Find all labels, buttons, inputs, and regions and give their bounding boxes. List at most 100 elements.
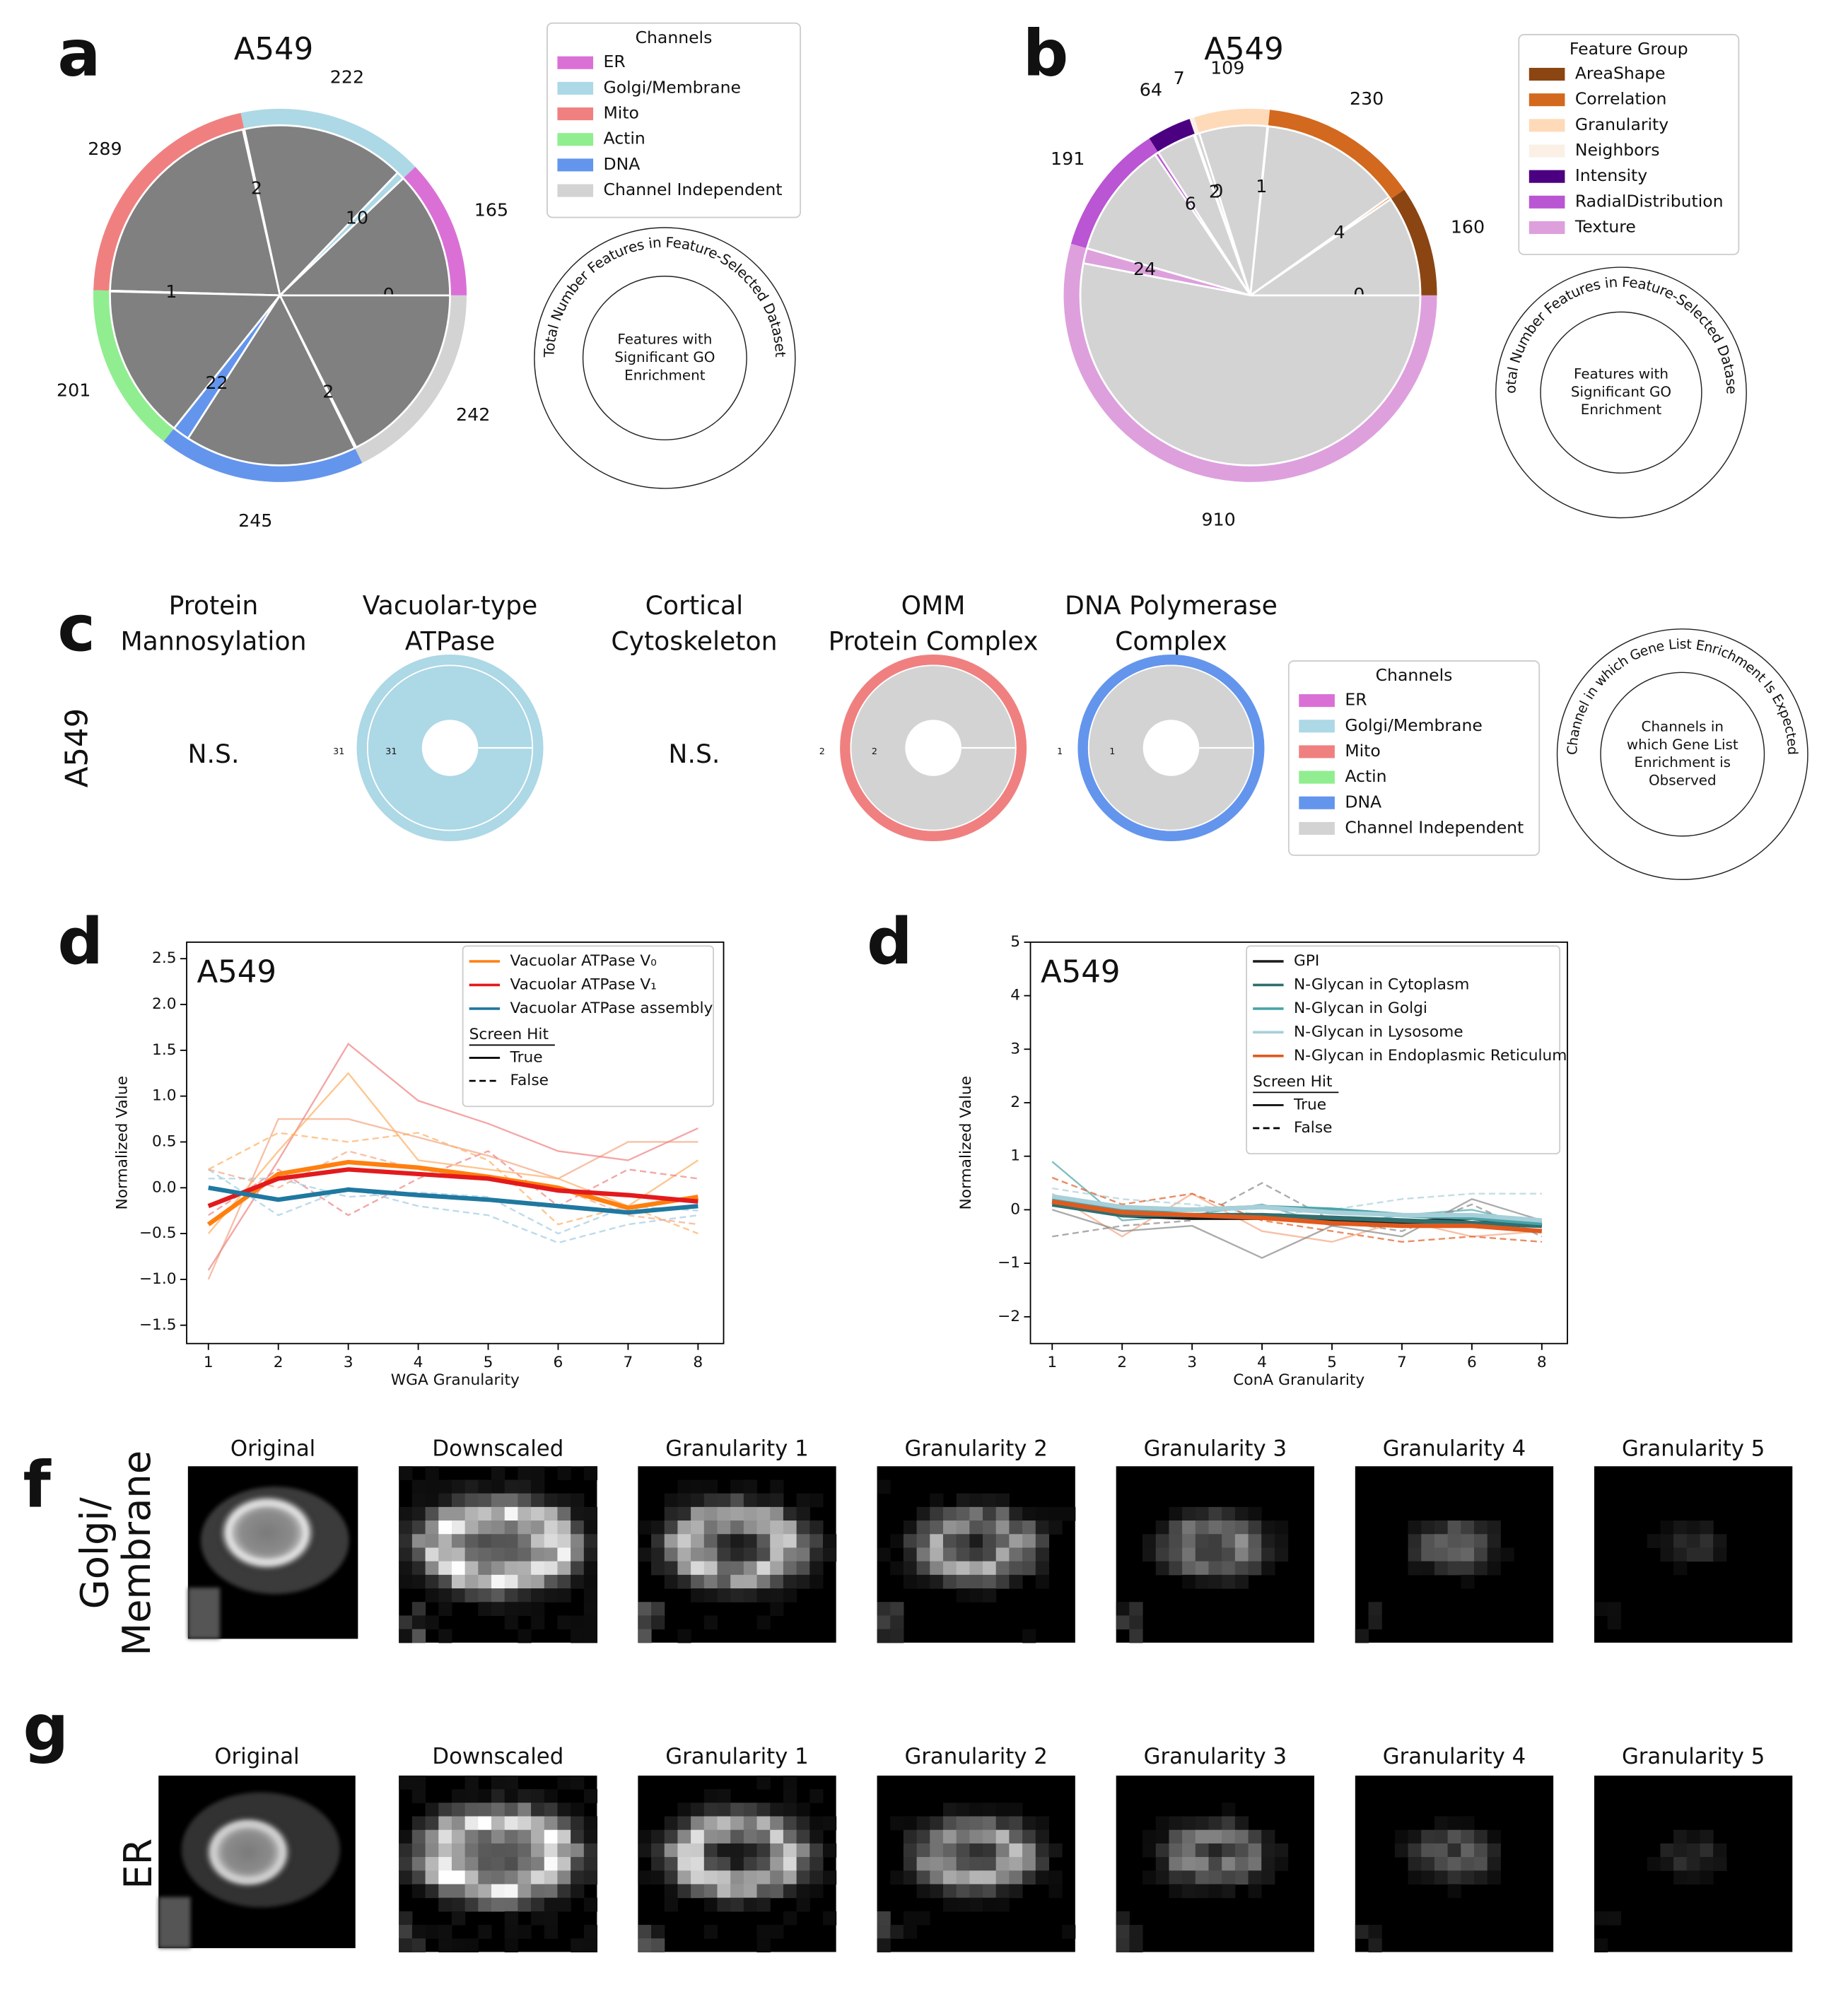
image-pixel — [518, 1870, 532, 1885]
image-pixel — [464, 1843, 479, 1858]
individual-line — [1052, 1187, 1542, 1217]
series-line — [206, 1159, 699, 1226]
image-pixel — [890, 1870, 904, 1885]
image-pixel — [557, 1615, 571, 1630]
image-pixel — [717, 1803, 731, 1817]
image-pixel — [583, 1925, 598, 1939]
image-pixel — [518, 1561, 532, 1576]
image-pixel — [916, 1534, 930, 1549]
image-pixel — [995, 1520, 1010, 1535]
image-pixel — [743, 1547, 758, 1562]
image-pixel — [451, 1506, 466, 1521]
column-title: Cortical — [645, 590, 744, 621]
image-pixel — [438, 1479, 452, 1494]
image-pixel — [1195, 1884, 1210, 1899]
x-tick-label: 6 — [554, 1354, 563, 1371]
image-pixel — [743, 1803, 758, 1817]
image-pixel — [571, 1547, 585, 1562]
image-pixel — [783, 1789, 797, 1803]
image-pixel — [664, 1574, 678, 1589]
legend-label: Vacuolar ATPase V₀ — [510, 952, 657, 970]
image-pixel — [518, 1520, 532, 1535]
inner-wedge — [1249, 125, 1391, 298]
image-pixel — [677, 1561, 691, 1576]
image-pixel — [491, 1493, 505, 1508]
image-pixel — [1673, 1857, 1688, 1871]
image-pixel — [1607, 1911, 1621, 1926]
y-tick-label: 4 — [1010, 987, 1020, 1004]
image-pixel — [438, 1857, 452, 1871]
image-pixel — [504, 1547, 518, 1562]
image-pixel — [411, 1857, 426, 1871]
image-pixel — [983, 1816, 997, 1831]
image-pixel — [969, 1803, 983, 1817]
image-pixel — [691, 1479, 705, 1494]
image-pixel — [451, 1829, 466, 1844]
image-pixel — [691, 1534, 705, 1549]
image-pixel — [969, 1506, 983, 1521]
image-pixel — [1222, 1520, 1236, 1535]
image-pixel — [1155, 1520, 1169, 1535]
image-pixel — [478, 1816, 492, 1831]
image-pixel — [995, 1561, 1010, 1576]
image-pixel — [464, 1884, 479, 1899]
image-pixel — [1274, 1534, 1289, 1549]
image-pixel — [1155, 1816, 1169, 1831]
legend-title: Channels — [636, 28, 713, 47]
image-pixel — [399, 1925, 413, 1939]
image-pixel — [557, 1775, 571, 1790]
legend-title: Feature Group — [1570, 39, 1688, 59]
key-inner-label: Enrichment — [624, 367, 706, 383]
image-pixel — [942, 1506, 957, 1521]
image-pixel — [1461, 1574, 1475, 1589]
y-tick-label: 0 — [1010, 1200, 1020, 1218]
image-pixel — [717, 1829, 731, 1844]
image-pixel — [518, 1493, 532, 1508]
image-pixel — [571, 1534, 585, 1549]
image-pixel — [504, 1857, 518, 1871]
image-pixel — [531, 1843, 545, 1858]
image-pixel — [1261, 1857, 1275, 1871]
image-pixel — [438, 1493, 452, 1508]
image-pixel — [890, 1629, 904, 1643]
legend-label: DNA — [604, 154, 641, 174]
image-pixel — [478, 1884, 492, 1899]
image-pixel — [425, 1479, 439, 1494]
outer-value-label: 165 — [474, 199, 508, 220]
y-tick-label: 1.5 — [152, 1041, 177, 1059]
image-pixel — [664, 1884, 678, 1899]
image-pixel — [743, 1897, 758, 1912]
image-pixel — [756, 1803, 771, 1817]
inner-value-label: 4 — [1334, 222, 1345, 242]
image-pixel — [451, 1897, 466, 1912]
outer-wedge — [403, 166, 467, 295]
image-pixel — [438, 1547, 452, 1562]
image-pixel — [411, 1479, 426, 1494]
result-label: N.S. — [668, 739, 720, 769]
image-pixel — [942, 1870, 957, 1885]
image-pixel — [1182, 1829, 1196, 1844]
image-pixel — [1222, 1884, 1236, 1899]
image-pixel — [557, 1534, 571, 1549]
image-pixel — [969, 1870, 983, 1885]
image-pixel — [438, 1588, 452, 1602]
series-line — [207, 1167, 699, 1209]
image-pixel — [1035, 1547, 1049, 1562]
image-pixel — [1607, 1615, 1621, 1630]
image-pixel — [518, 1816, 532, 1831]
image-pixel — [969, 1897, 983, 1912]
image-pixel — [1421, 1829, 1435, 1844]
image-pixel — [1408, 1561, 1422, 1576]
image-pixel — [930, 1493, 944, 1508]
row-label: ER — [116, 1839, 160, 1889]
image-pixel — [770, 1561, 784, 1576]
chart-title: A549 — [234, 32, 314, 67]
image-pixel — [717, 1506, 731, 1521]
image-pixel — [877, 1911, 891, 1926]
image-pixel — [969, 1588, 983, 1602]
image-pixel — [491, 1534, 505, 1549]
image-pixel — [451, 1479, 466, 1494]
image-pixel — [691, 1506, 705, 1521]
x-tick-label: 7 — [1397, 1354, 1407, 1371]
image-pixel — [1182, 1547, 1196, 1562]
